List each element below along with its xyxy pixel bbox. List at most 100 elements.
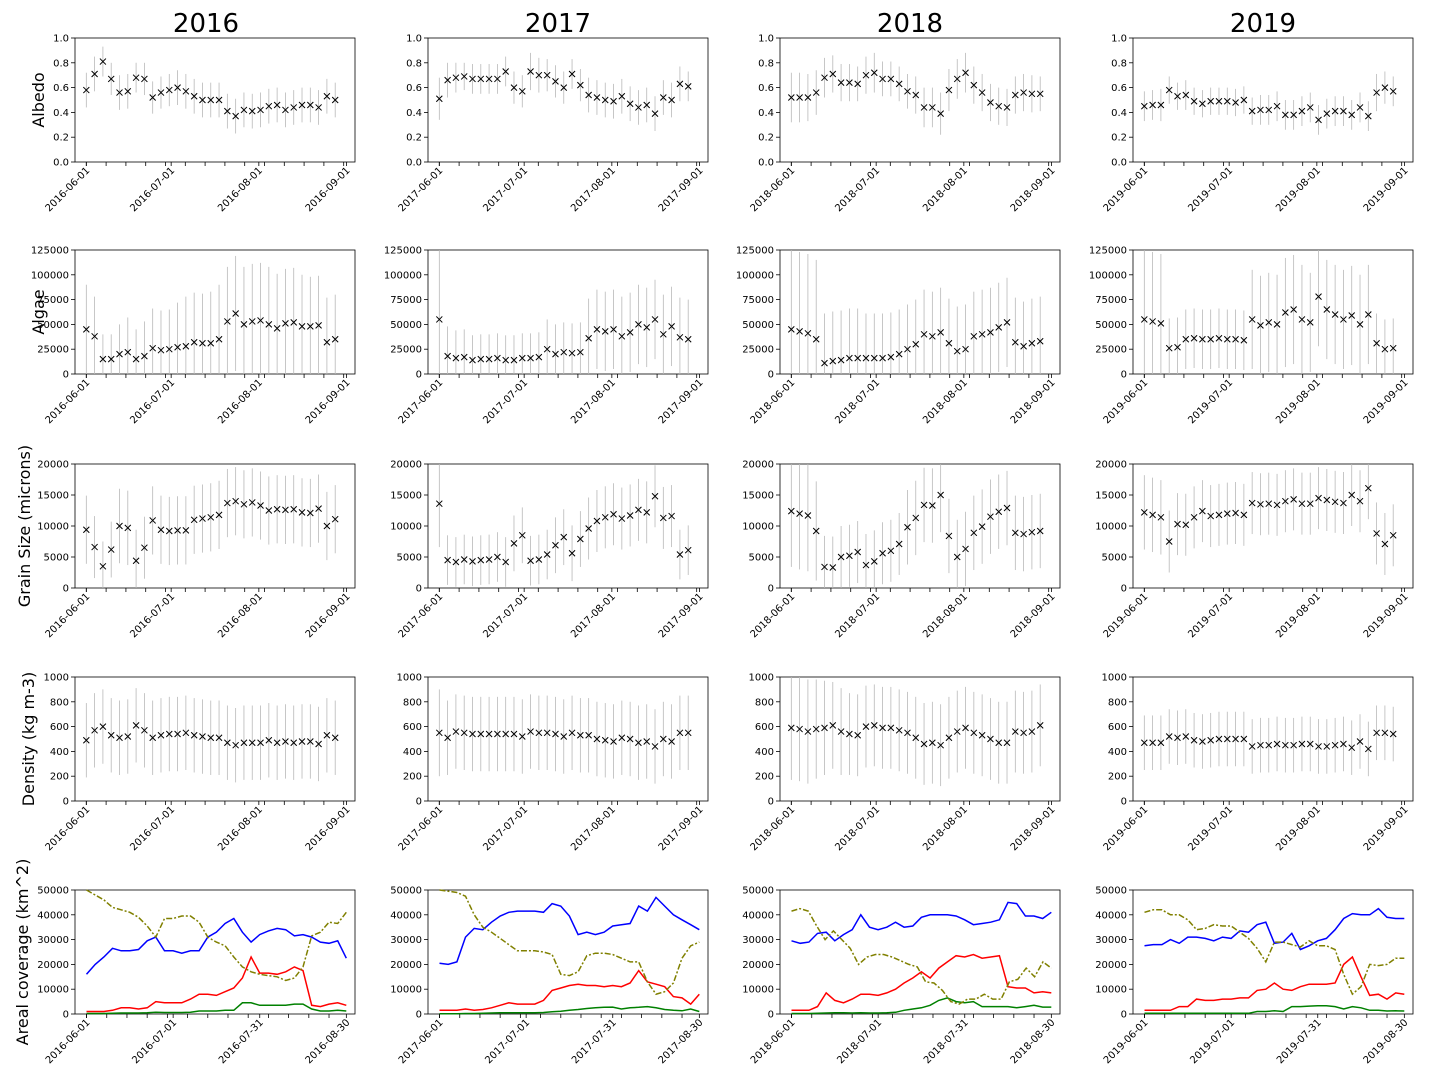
data-point [1298,740,1306,748]
chart-panel-r3-c1: 0 5000 10000 15000 20000 2016-06-01 2016-07-01… [37,460,356,640]
data-point [953,728,961,735]
data-point [1298,107,1306,115]
data-point [1207,335,1215,343]
y-tick-label: 50000 [1095,886,1127,897]
data-point [879,724,886,732]
data-point [995,508,1003,516]
y-tick-label: 30000 [390,935,422,946]
x-tick-label: 2019-07-01 [1186,804,1235,853]
y-tick-label: 0 [416,370,422,381]
data-point [165,345,173,353]
axes-frame [427,37,709,163]
data-point [601,513,609,521]
x-tick-label: 2019-06-01 [1102,165,1151,214]
data-point [962,345,969,353]
data-point [207,339,215,347]
data-point [1149,101,1156,109]
data-point [978,330,986,338]
series-line [791,997,1052,1015]
axes-frame [74,463,356,589]
x-tick-label: 2019-07-01 [1186,591,1235,640]
data-point [257,739,264,747]
data-point [207,513,215,521]
data-point [1207,97,1215,105]
axes-frame [74,889,356,1015]
data-point [576,348,584,356]
axes-frame [1132,249,1414,375]
row-label-algae: Algae [29,289,48,334]
data-point [846,354,853,362]
data-point [240,321,248,328]
data-point [1003,104,1011,111]
data-point [879,354,886,362]
x-tick-label: 2017-06-01 [397,804,446,853]
data-point [315,505,322,512]
data-point [190,731,198,739]
data-point [1028,339,1036,347]
y-tick-label: 0 [1121,797,1127,808]
data-point [485,730,493,738]
col-title-2016: 2016 [173,9,239,39]
data-point [684,83,692,90]
data-point [576,535,584,543]
y-tick-label: 100000 [384,270,422,281]
data-point [273,325,281,332]
data-point [812,725,820,733]
data-point [1149,739,1156,747]
axes-frame [779,889,1061,1015]
data-point [904,87,911,95]
data-point [912,734,920,742]
data-point [477,730,485,738]
y-tick-label: 0 [416,1010,422,1021]
data-point [812,89,820,96]
y-tick-label: 40000 [390,910,422,921]
data-point [132,557,140,565]
data-point [535,71,543,79]
y-tick-label: 0 [63,797,69,808]
y-tick-label: 125000 [384,246,422,257]
data-point [920,104,928,111]
y-tick-label: 400 [1108,747,1127,758]
data-point [157,526,165,534]
data-point [510,540,518,547]
data-point [953,553,961,561]
axes-frame [74,676,356,802]
data-point [1373,729,1380,737]
y-tick-label: 30000 [37,935,69,946]
data-point [552,541,559,549]
x-tick-label: 2016-07-31 [217,1017,266,1066]
data-point [870,69,878,77]
data-point [469,730,476,738]
data-point [804,728,812,735]
data-point [1281,111,1289,119]
data-point [157,731,165,739]
data-point [593,94,601,101]
chart-panel-r2-c1: 0 25000 50000 75000 100000 125000 2016-06-01 20… [31,246,356,426]
x-tick-label: 2016-09-01 [304,804,353,853]
data-point [124,87,132,95]
data-point [282,506,289,514]
data-point [829,357,837,365]
data-point [240,500,248,508]
data-point [912,340,920,348]
data-point [1157,739,1165,747]
data-point [568,729,576,737]
data-point [141,544,148,552]
data-point [132,355,140,363]
data-point [796,725,803,733]
data-point [1174,92,1181,100]
panels: 0.0 0.2 0.4 0.6 0.8 1.0 2016-06-01 2016-07-01 20… [31,34,1414,1066]
y-tick-label: 100000 [31,270,69,281]
data-point [323,522,331,530]
data-point [676,551,684,558]
chart-panel-r5-c4: 0 10000 20000 30000 40000 50000 2019-06-01 2019… [1095,886,1414,1066]
data-point [684,335,692,343]
series-line [1144,1005,1405,1015]
data-point [1257,106,1264,114]
data-point [1257,322,1264,329]
data-point [535,556,543,563]
data-point [1199,738,1206,745]
data-point [928,739,936,747]
data-point [91,332,98,340]
data-point [659,514,667,522]
